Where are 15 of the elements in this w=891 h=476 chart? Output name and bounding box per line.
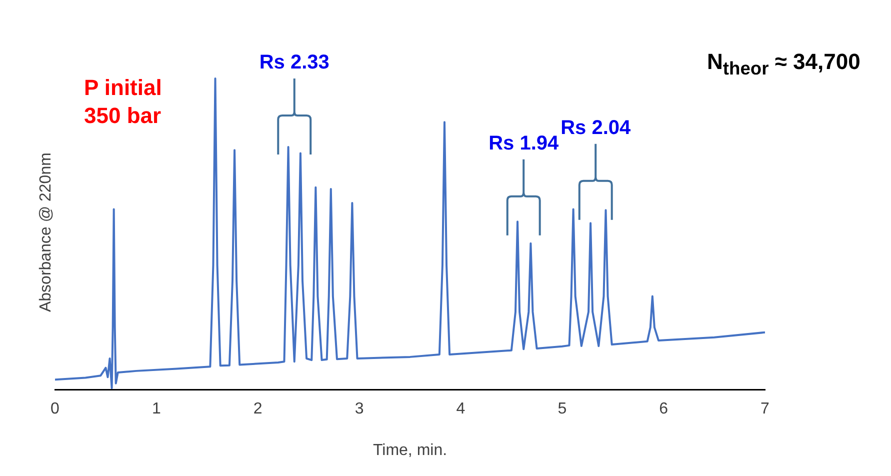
annotation: Rs 1.94 <box>488 132 560 154</box>
y-axis-title: Absorbance @ 220nm <box>37 152 54 312</box>
text: N$_{theor}$ ≈ 34,700 <box>707 48 860 80</box>
x-tick-label: 2 <box>253 400 262 418</box>
annotation: P initial 350 bar <box>84 74 163 130</box>
x-tick-label: 7 <box>760 400 770 418</box>
x-tick-label: 6 <box>659 400 668 418</box>
text: Rs 2.33 <box>259 52 330 74</box>
x-tick-label: 0 <box>50 400 60 418</box>
x-tick-label: 4 <box>456 400 466 418</box>
x-tick-label: 3 <box>354 400 364 418</box>
x-tick-label: 1 <box>152 400 161 418</box>
x-axis-title: Time, min. <box>372 442 448 459</box>
annotation: Rs 2.04 <box>560 116 632 139</box>
x-tick-label: 5 <box>558 400 567 418</box>
